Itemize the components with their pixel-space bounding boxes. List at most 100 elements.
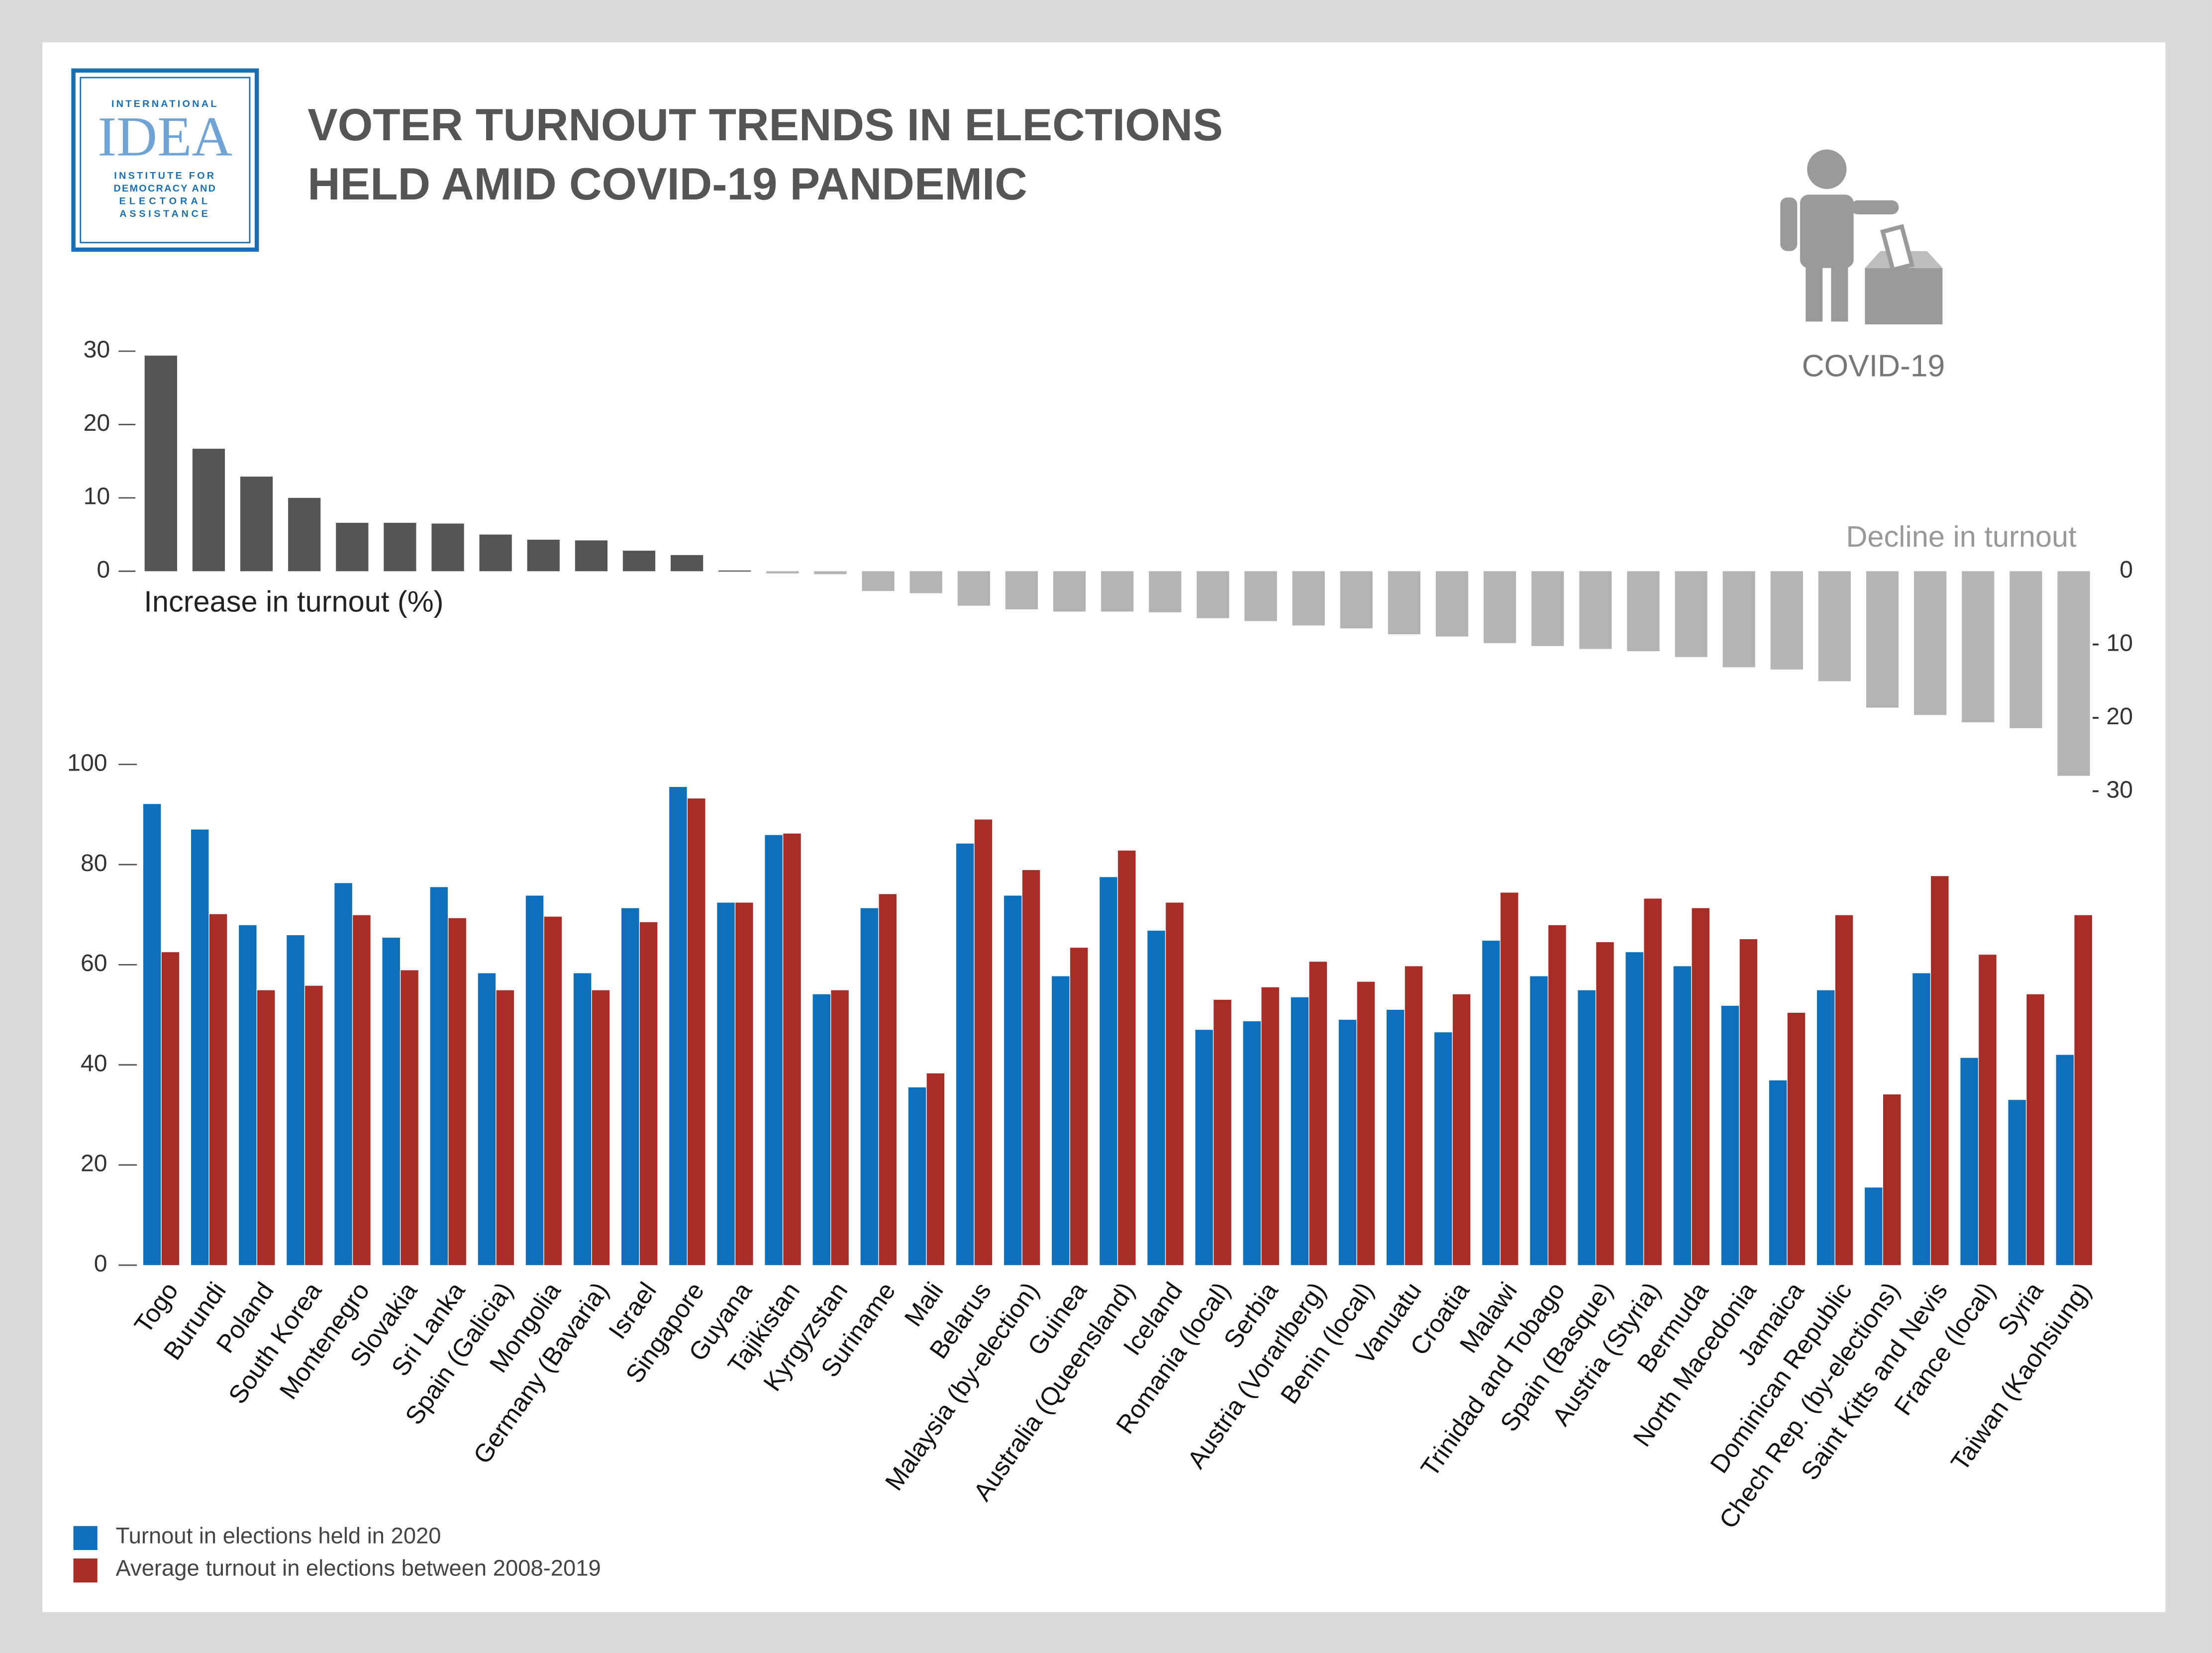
- bar: [1579, 571, 1612, 649]
- bar: [2056, 1055, 2074, 1265]
- bar: [431, 523, 464, 572]
- title: VOTER TURNOUT TRENDS IN ELECTIONS: [307, 100, 1223, 150]
- title: HELD AMID COVID-19 PANDEMIC: [307, 159, 1027, 209]
- bar: [1388, 571, 1420, 635]
- y-tick-label: 100: [67, 749, 107, 776]
- bar: [353, 915, 371, 1265]
- bar: [527, 539, 560, 572]
- bar: [1435, 571, 1469, 637]
- y2-tick-label: - 20: [2092, 703, 2133, 730]
- bar: [336, 522, 369, 572]
- bar: [1244, 571, 1277, 621]
- bar: [765, 835, 783, 1265]
- y2-tick-label: 0: [2119, 556, 2133, 583]
- bar: [1005, 571, 1038, 609]
- bar: [287, 935, 304, 1265]
- bar: [639, 922, 658, 1265]
- bar: [1340, 571, 1373, 629]
- bar: [239, 925, 257, 1265]
- bar: [1787, 1012, 1806, 1265]
- bar: [831, 990, 849, 1265]
- bar: [1434, 1032, 1452, 1265]
- icon-leg: [1831, 262, 1848, 322]
- y-tick-label: 40: [81, 1050, 107, 1076]
- bar: [1101, 571, 1134, 612]
- bar: [1100, 877, 1117, 1265]
- bar: [1912, 973, 1930, 1265]
- bar: [1817, 990, 1835, 1265]
- bar: [479, 534, 512, 572]
- bar: [1627, 571, 1660, 652]
- bar: [448, 918, 466, 1265]
- bar: [1883, 1094, 1901, 1265]
- bar: [144, 355, 177, 572]
- logo-line: DEMOCRACY AND: [113, 183, 216, 194]
- bar: [1673, 966, 1692, 1265]
- bar: [1213, 999, 1231, 1265]
- bar: [401, 970, 418, 1265]
- bar: [1197, 571, 1229, 618]
- y2-tick-label: - 30: [2092, 776, 2133, 803]
- bar: [622, 551, 656, 572]
- icon-ballot: [1880, 224, 1915, 273]
- bar: [1004, 895, 1022, 1265]
- bar: [860, 908, 879, 1265]
- bar: [143, 804, 161, 1265]
- bar: [592, 990, 610, 1265]
- legend-swatch: [73, 1526, 98, 1551]
- bar: [1053, 571, 1086, 612]
- icon-leg: [1806, 262, 1823, 322]
- bar: [1931, 876, 1949, 1265]
- bar: [1739, 939, 1758, 1265]
- bar: [1865, 1187, 1883, 1265]
- bar: [2008, 1100, 2026, 1265]
- legend-swatch: [73, 1558, 98, 1583]
- logo-name: IDEA: [98, 105, 232, 168]
- bar: [288, 497, 321, 572]
- bar: [1386, 1009, 1405, 1265]
- bar: [926, 1073, 945, 1265]
- bar: [430, 887, 448, 1265]
- bar: [2074, 915, 2092, 1265]
- bar: [192, 449, 225, 572]
- bar: [1770, 571, 1803, 670]
- bar: [1118, 850, 1136, 1265]
- bar: [1147, 930, 1165, 1265]
- icon-head: [1807, 149, 1847, 189]
- bar: [766, 571, 799, 574]
- bar: [814, 571, 847, 575]
- y-tick-label: 30: [84, 336, 110, 363]
- bar: [1866, 571, 1899, 708]
- bar: [1979, 955, 1997, 1265]
- logo-line: ELECTORAL: [119, 196, 211, 207]
- logo-inner: [80, 77, 251, 244]
- y2-tick-label: - 10: [2092, 629, 2133, 656]
- icon-box: [1865, 268, 1943, 325]
- y-tick-label: 60: [81, 950, 107, 976]
- bar: [974, 819, 993, 1265]
- y-tick-label: 0: [94, 1250, 107, 1277]
- y-tick-label: 10: [84, 483, 110, 510]
- bar: [957, 571, 990, 606]
- bar: [573, 973, 592, 1265]
- bar: [717, 902, 735, 1265]
- y-tick-label: 80: [81, 850, 107, 876]
- logo-line: INSTITUTE FOR: [114, 171, 216, 182]
- bar: [161, 952, 180, 1265]
- bar: [1195, 1030, 1213, 1265]
- bar: [1452, 994, 1471, 1265]
- bar: [783, 833, 801, 1265]
- bar: [1914, 571, 1947, 715]
- bar: [2026, 994, 2044, 1265]
- bar: [1070, 948, 1088, 1265]
- bar: [879, 894, 897, 1265]
- bar: [1243, 1021, 1261, 1265]
- y-tick-label: 0: [97, 556, 110, 583]
- bar: [1960, 1058, 1978, 1265]
- bar: [1149, 571, 1182, 612]
- bar: [1338, 1020, 1357, 1265]
- bar: [1596, 942, 1614, 1265]
- bar: [1166, 902, 1184, 1265]
- bar: [1692, 908, 1709, 1265]
